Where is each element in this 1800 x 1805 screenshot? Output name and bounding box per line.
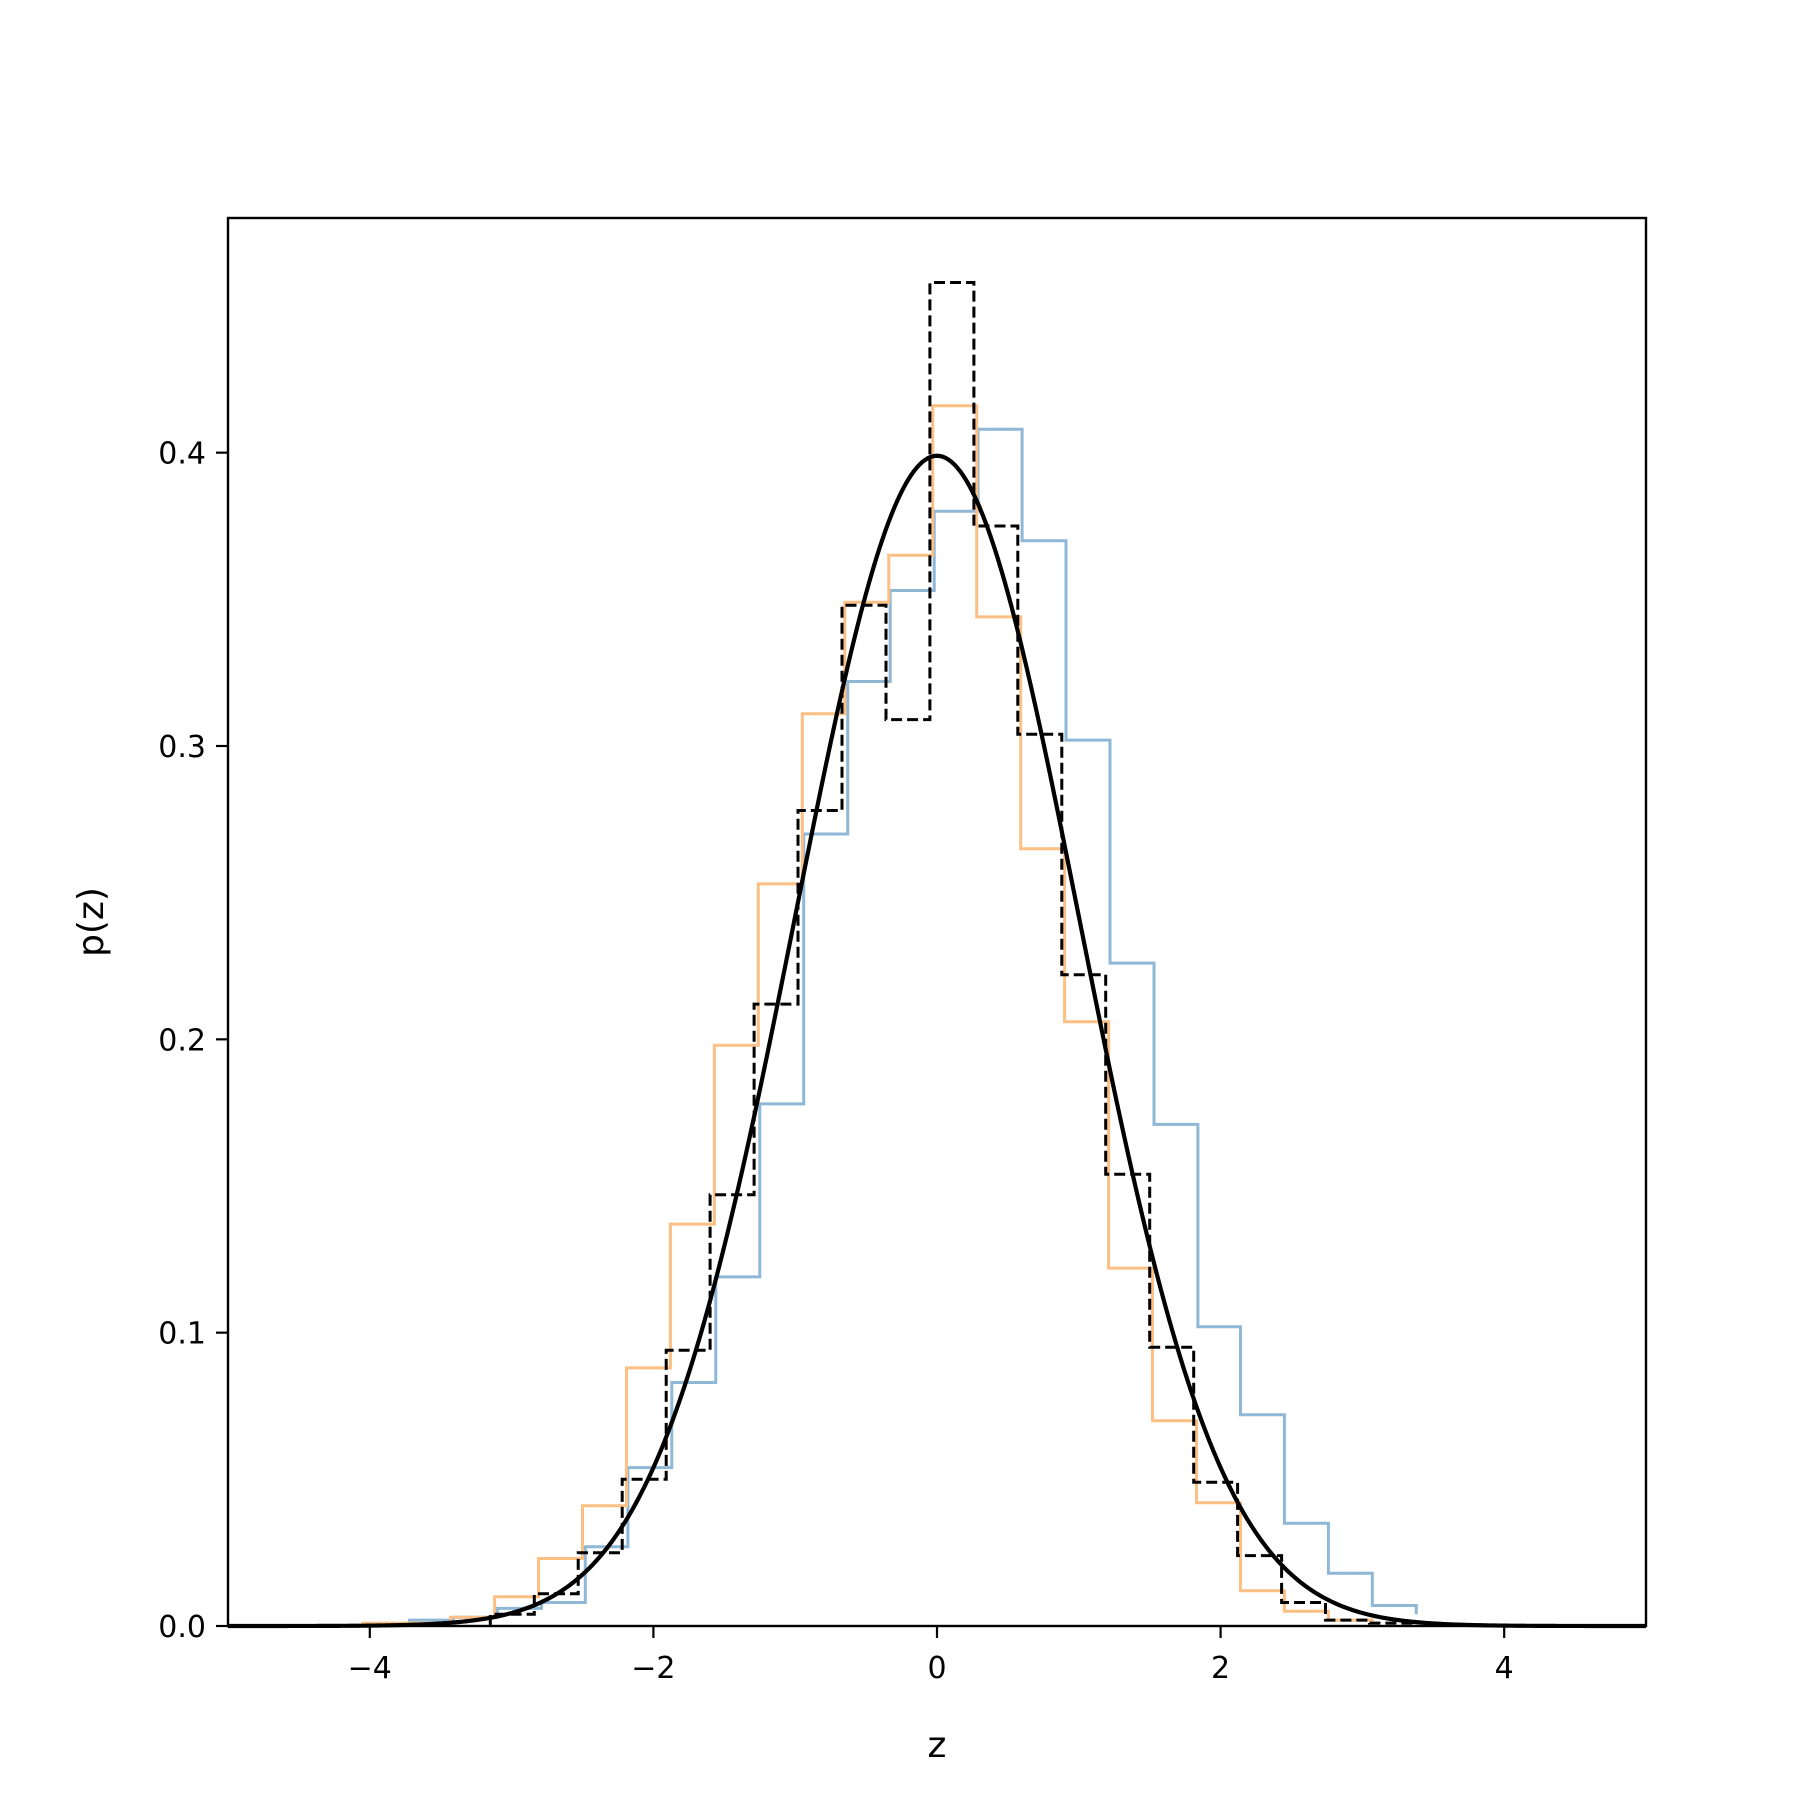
axis-ticks: −4 −2 0 2 4 0.0 0.1 0.2 0.3 0.4 (158, 437, 1513, 1686)
normal-density-curve (228, 453, 1646, 1629)
x-tick-label: 4 (1495, 1651, 1514, 1686)
y-tick-label: 0.4 (158, 437, 206, 472)
x-axis-label: z (928, 1725, 947, 1766)
histogram-series-3 (488, 281, 1415, 1626)
histogram-series-2 (361, 404, 1374, 1626)
y-tick-label: 0.1 (158, 1317, 206, 1352)
y-tick-label: 0.3 (158, 730, 206, 765)
plot-area (228, 281, 1646, 1629)
axes-frame (226, 216, 1648, 1628)
histogram-outline (361, 404, 1374, 1626)
histogram-outline (408, 427, 1418, 1626)
x-tick-label: −4 (348, 1651, 392, 1686)
x-tick-label: 2 (1211, 1651, 1230, 1686)
histogram-outline (488, 281, 1415, 1626)
x-tick-label: −2 (631, 1651, 675, 1686)
y-tick-label: 0.2 (158, 1023, 206, 1058)
y-axis-label: p(z) (71, 887, 112, 957)
histogram-series-1 (408, 427, 1418, 1626)
y-tick-label: 0.0 (158, 1610, 206, 1645)
x-tick-label: 0 (927, 1651, 946, 1686)
